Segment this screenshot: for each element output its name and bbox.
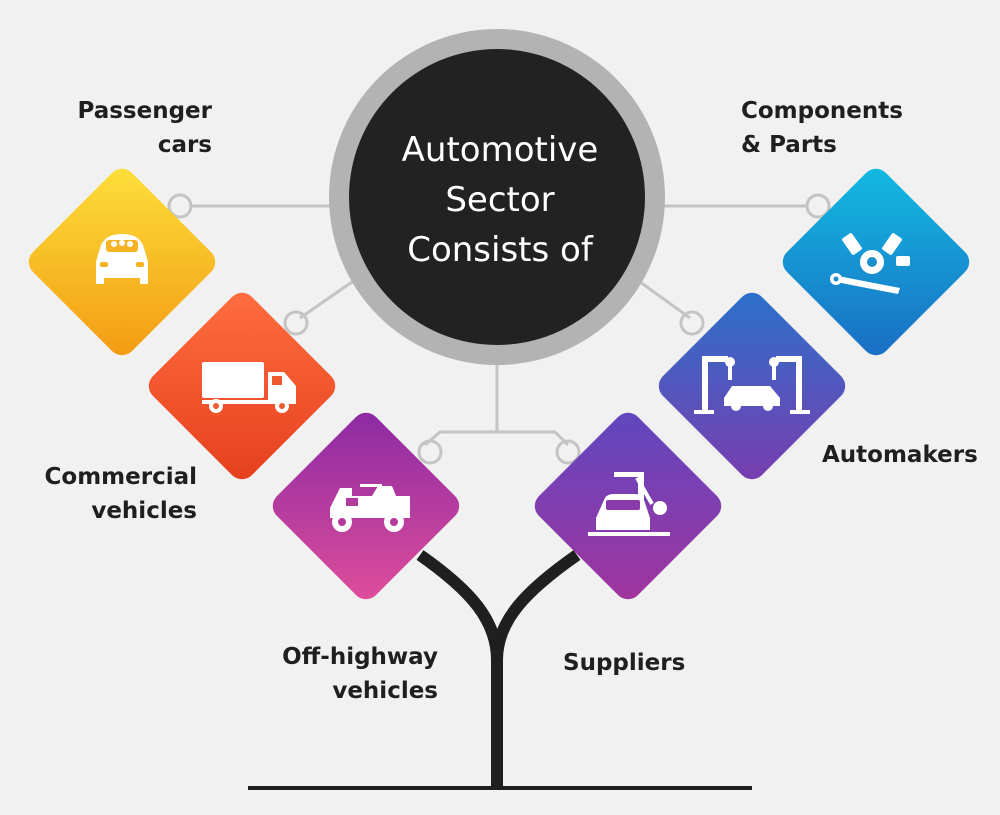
center-title-line-2: Sector <box>445 180 555 220</box>
label-line: Passenger <box>77 98 212 124</box>
label-line: Suppliers <box>563 650 686 676</box>
center-circle <box>329 29 665 365</box>
label-line: Commercial <box>44 464 197 490</box>
tree-trunk <box>248 550 752 790</box>
label-line: & Parts <box>741 132 837 158</box>
label-commercial-vehicles: Commercial vehicles <box>10 460 197 528</box>
center-title-line-3: Consists of <box>407 230 593 270</box>
label-components-parts: Components & Parts <box>741 94 903 162</box>
center-title: Automotive Sector Consists of <box>380 125 620 275</box>
robotic-arms-icon <box>694 356 810 414</box>
label-line: vehicles <box>332 678 438 704</box>
label-passenger-cars: Passenger cars <box>40 94 212 162</box>
label-line: Automakers <box>822 442 978 468</box>
center-title-line-1: Automotive <box>401 130 599 170</box>
truck-icon <box>202 362 296 413</box>
connector-lines <box>167 193 831 465</box>
engine-wrench-icon <box>830 233 910 294</box>
label-suppliers: Suppliers <box>563 646 685 680</box>
label-line: Off-highway <box>282 644 438 670</box>
label-line: vehicles <box>91 498 197 524</box>
label-off-highway-vehicles: Off-highway vehicles <box>240 640 438 708</box>
label-line: Components <box>741 98 903 124</box>
jeep-icon <box>330 484 410 532</box>
label-automakers: Automakers <box>822 438 978 472</box>
passenger-car-icon <box>96 234 148 284</box>
assembly-line-icon <box>588 472 670 536</box>
label-line: cars <box>157 132 212 158</box>
